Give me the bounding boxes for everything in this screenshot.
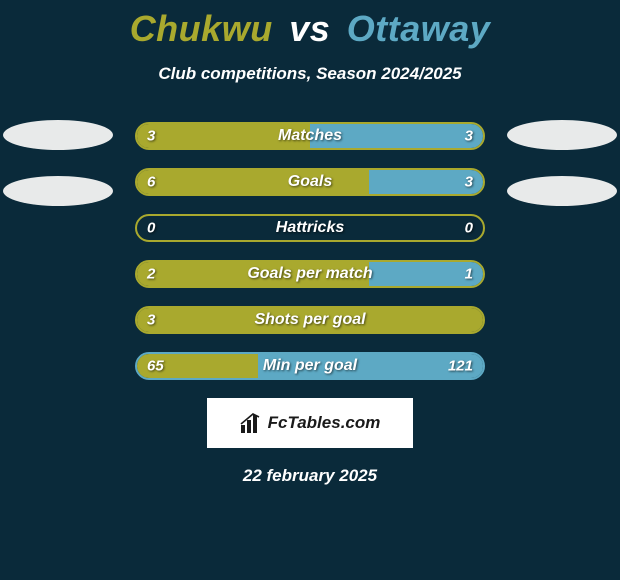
stat-bar: 65 Min per goal 121 bbox=[135, 352, 485, 380]
stat-label: Matches bbox=[278, 127, 342, 145]
left-badges-column bbox=[0, 120, 118, 206]
stat-label: Hattricks bbox=[276, 219, 344, 237]
stat-bar: 0 Hattricks 0 bbox=[135, 214, 485, 242]
stat-bar: 3 Matches 3 bbox=[135, 122, 485, 150]
stat-bar: 2 Goals per match 1 bbox=[135, 260, 485, 288]
stat-value-right: 1 bbox=[465, 266, 473, 283]
stat-value-left: 65 bbox=[147, 358, 164, 375]
stat-label: Min per goal bbox=[263, 357, 357, 375]
stat-value-left: 3 bbox=[147, 128, 155, 145]
comparison-title: Chukwu vs Ottaway bbox=[0, 0, 620, 50]
stat-value-left: 0 bbox=[147, 220, 155, 237]
chart-icon bbox=[240, 413, 262, 433]
player2-name: Ottaway bbox=[347, 8, 491, 49]
right-badges-column bbox=[502, 120, 620, 206]
player1-name: Chukwu bbox=[130, 8, 273, 49]
stat-value-right: 3 bbox=[465, 174, 473, 191]
badge-placeholder bbox=[3, 120, 113, 150]
brand-text: FcTables.com bbox=[268, 413, 381, 433]
stat-value-left: 2 bbox=[147, 266, 155, 283]
stat-value-right: 121 bbox=[448, 358, 473, 375]
stat-bar: 3 Shots per goal bbox=[135, 306, 485, 334]
stat-value-left: 6 bbox=[147, 174, 155, 191]
stat-bars: 3 Matches 3 6 Goals 3 0 Hattricks 0 2 Goals per ma… bbox=[135, 122, 485, 380]
badge-placeholder bbox=[507, 120, 617, 150]
stat-label: Shots per goal bbox=[254, 311, 365, 329]
vs-text: vs bbox=[289, 8, 330, 49]
stat-label: Goals bbox=[288, 173, 332, 191]
subtitle: Club competitions, Season 2024/2025 bbox=[0, 64, 620, 84]
stat-label: Goals per match bbox=[247, 265, 372, 283]
date-text: 22 february 2025 bbox=[0, 466, 620, 486]
stat-value-right: 3 bbox=[465, 128, 473, 145]
brand-footer[interactable]: FcTables.com bbox=[207, 398, 413, 448]
stat-bar: 6 Goals 3 bbox=[135, 168, 485, 196]
stat-bar-fill-left bbox=[137, 170, 369, 194]
badge-placeholder bbox=[3, 176, 113, 206]
badge-placeholder bbox=[507, 176, 617, 206]
stat-value-right: 0 bbox=[465, 220, 473, 237]
stat-value-left: 3 bbox=[147, 312, 155, 329]
